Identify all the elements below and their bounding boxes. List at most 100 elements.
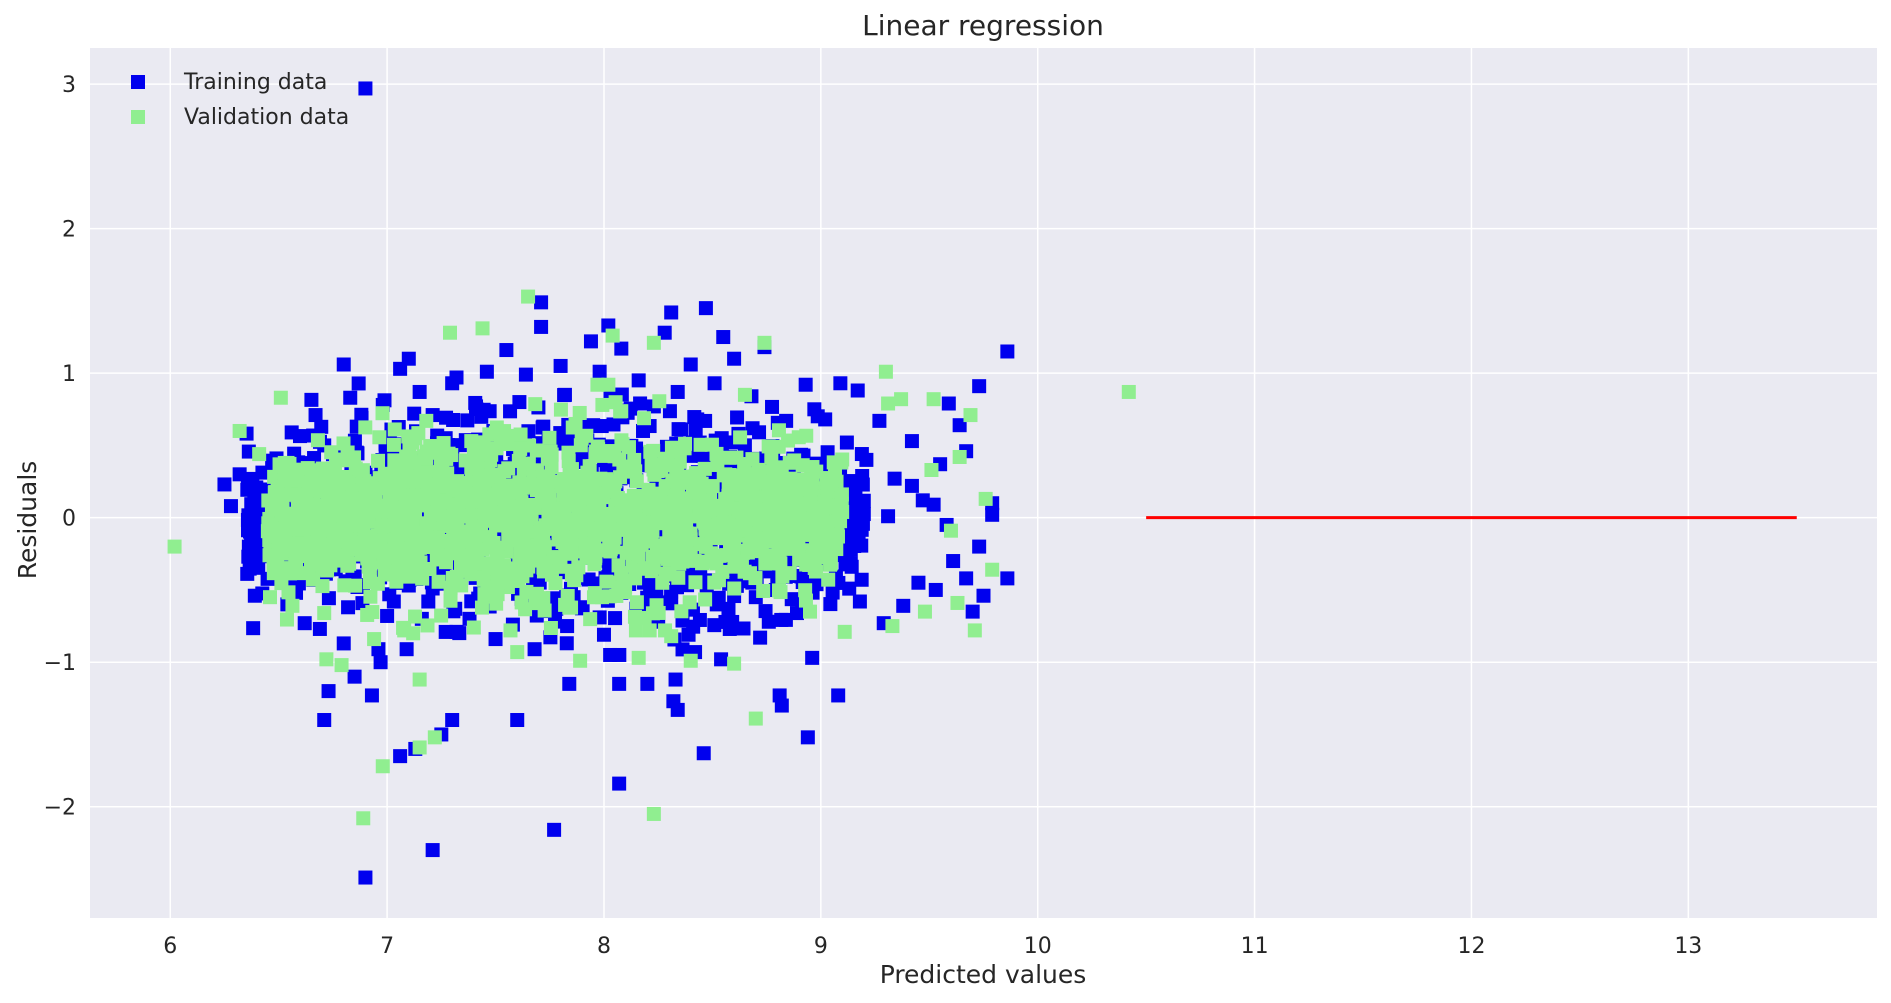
validation-point	[273, 390, 288, 405]
validation-point	[756, 583, 771, 598]
training-point	[842, 581, 857, 596]
validation-point	[167, 539, 182, 554]
training-point	[952, 418, 967, 433]
validation-point	[421, 478, 436, 493]
validation-point	[683, 653, 698, 668]
validation-point	[586, 590, 601, 605]
validation-point	[358, 420, 373, 435]
legend: Training data Validation data	[131, 70, 349, 130]
validation-point	[967, 623, 982, 638]
training-point	[670, 384, 685, 399]
validation-point	[521, 289, 536, 304]
training-point	[553, 358, 568, 373]
training-point	[972, 379, 987, 394]
validation-point	[926, 392, 941, 407]
training-point	[761, 614, 776, 629]
training-point	[904, 434, 919, 449]
validation-point	[327, 465, 342, 480]
validation-point	[344, 490, 359, 505]
validation-point	[985, 562, 1000, 577]
training-point	[244, 526, 259, 541]
validation-point	[653, 495, 668, 510]
validation-point	[371, 453, 386, 468]
validation-point	[494, 559, 509, 574]
validation-point	[646, 443, 661, 458]
validation-point	[317, 606, 332, 621]
validation-series	[167, 289, 1136, 826]
validation-point	[501, 531, 516, 546]
validation-point	[753, 474, 768, 489]
training-point	[246, 621, 261, 636]
training-point	[753, 630, 768, 645]
validation-point	[542, 444, 557, 459]
validation-point	[698, 592, 713, 607]
training-point	[412, 384, 427, 399]
validation-point	[799, 479, 814, 494]
validation-point	[655, 575, 670, 590]
validation-point	[769, 556, 784, 571]
validation-point	[878, 364, 893, 379]
validation-point	[763, 529, 778, 544]
training-point	[859, 452, 874, 467]
validation-point	[443, 325, 458, 340]
validation-point	[430, 530, 445, 545]
validation-point	[688, 575, 703, 590]
validation-point	[271, 542, 286, 557]
training-point	[583, 334, 598, 349]
validation-point	[791, 538, 806, 553]
training-point	[364, 688, 379, 703]
validation-point	[274, 576, 289, 591]
validation-point	[285, 598, 300, 613]
training-point	[560, 619, 575, 634]
validation-point	[541, 509, 556, 524]
validation-point	[588, 548, 603, 563]
x-tick-label: 6	[163, 934, 177, 959]
validation-point	[729, 554, 744, 569]
training-point	[911, 575, 926, 590]
validation-point	[490, 587, 505, 602]
training-point	[446, 412, 461, 427]
validation-point	[427, 730, 442, 745]
validation-point	[610, 490, 625, 505]
x-tick-label: 7	[380, 934, 394, 959]
validation-point	[687, 553, 702, 568]
x-axis-title: Predicted values	[880, 960, 1087, 989]
validation-point	[655, 538, 670, 553]
validation-point	[752, 544, 767, 559]
training-point	[809, 577, 824, 592]
validation-point	[279, 612, 294, 627]
validation-point	[450, 513, 465, 528]
validation-point	[479, 441, 494, 456]
training-point	[358, 81, 373, 96]
validation-point	[372, 430, 387, 445]
validation-point	[404, 527, 419, 542]
training-point	[798, 377, 813, 392]
validation-point	[310, 433, 325, 448]
validation-point	[406, 626, 421, 641]
training-point	[321, 591, 336, 606]
validation-point	[534, 535, 549, 550]
validation-point	[783, 514, 798, 529]
training-point	[547, 822, 562, 837]
validation-point	[569, 479, 584, 494]
training-point	[245, 505, 260, 520]
y-tick-label: 3	[62, 73, 76, 98]
validation-point	[287, 487, 302, 502]
validation-point	[472, 473, 487, 488]
validation-point	[601, 377, 616, 392]
validation-point	[436, 516, 451, 531]
training-point	[721, 601, 736, 616]
training-point	[469, 399, 484, 414]
training-point	[304, 392, 319, 407]
training-point	[674, 422, 689, 437]
validation-point	[564, 600, 579, 615]
training-point	[709, 597, 724, 612]
validation-point	[556, 487, 571, 502]
y-tick-label: 1	[62, 362, 76, 387]
validation-point	[334, 505, 349, 520]
training-point	[823, 597, 838, 612]
training-point	[844, 559, 859, 574]
training-point	[321, 684, 336, 699]
validation-point	[369, 498, 384, 513]
validation-point	[821, 572, 836, 587]
